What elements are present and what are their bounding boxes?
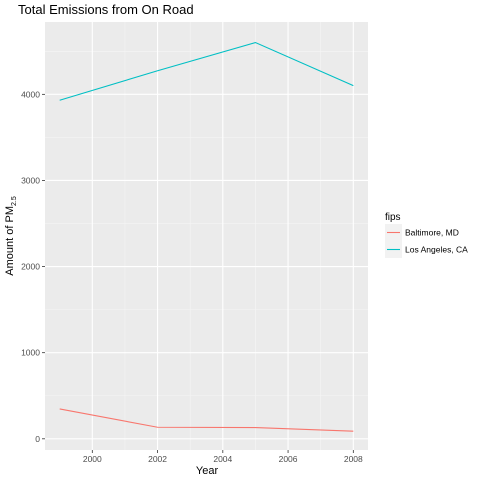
y-tick-label: 2000: [21, 262, 40, 272]
y-tick-label: 1000: [21, 348, 40, 358]
legend: fips Baltimore, MD Los Angeles, CA: [385, 212, 468, 258]
x-axis: 2000 2002 2004 2006 2008: [83, 450, 363, 464]
series-line: [59, 41, 354, 101]
y-axis: 0 1000 2000 3000 4000: [21, 89, 45, 444]
legend-title: fips: [385, 212, 401, 223]
series-line: [59, 408, 354, 432]
grid-minor: [45, 22, 368, 450]
chart-title: Total Emissions from On Road: [18, 2, 194, 17]
x-tick-label: 2004: [213, 454, 232, 464]
legend-label: Los Angeles, CA: [405, 245, 468, 255]
legend-label: Baltimore, MD: [405, 228, 459, 238]
x-tick-label: 2002: [148, 454, 167, 464]
x-tick-label: 2006: [279, 454, 298, 464]
legend-item: Los Angeles, CA: [385, 241, 468, 258]
grid-major: [45, 22, 368, 450]
y-tick-label: 0: [35, 434, 40, 444]
y-axis-title-subscript: 2.5: [11, 196, 18, 206]
x-tick-label: 2008: [344, 454, 363, 464]
x-axis-title: Year: [196, 465, 219, 477]
y-axis-title: Amount of PM2.5: [4, 196, 18, 276]
series-lines: [59, 41, 354, 432]
plot-panel: [45, 22, 368, 450]
y-tick-label: 3000: [21, 175, 40, 185]
x-tick-label: 2000: [83, 454, 102, 464]
legend-item: Baltimore, MD: [385, 224, 459, 241]
y-tick-label: 4000: [21, 89, 40, 99]
y-axis-title-main: Amount of PM: [4, 206, 16, 276]
